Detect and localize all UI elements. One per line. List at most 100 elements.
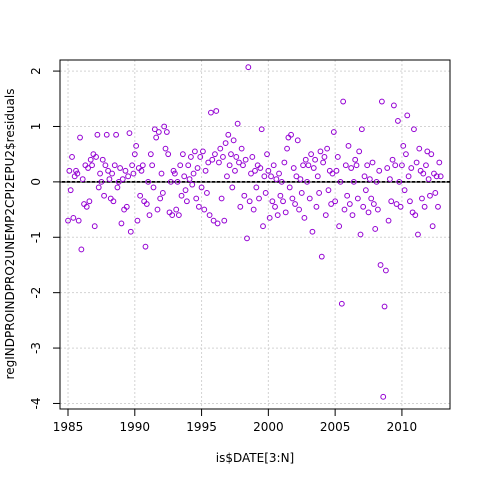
data-point bbox=[257, 165, 264, 171]
data-point bbox=[167, 178, 174, 185]
data-point bbox=[201, 206, 208, 213]
data-point bbox=[74, 170, 81, 177]
y-tick-label: 1 bbox=[29, 123, 43, 131]
data-point bbox=[89, 162, 95, 169]
data-point bbox=[102, 162, 109, 169]
data-point bbox=[182, 187, 189, 194]
x-tick-label: 1995 bbox=[186, 420, 217, 434]
data-point bbox=[368, 195, 375, 202]
data-point bbox=[196, 203, 202, 210]
data-point bbox=[206, 212, 213, 219]
y-tick-label: -4 bbox=[29, 397, 43, 409]
data-point bbox=[380, 393, 387, 400]
y-axis: -4 -3 -2 -1 0 1 2 bbox=[29, 67, 61, 409]
data-point bbox=[226, 162, 233, 169]
data-point bbox=[224, 173, 230, 180]
data-point bbox=[241, 192, 248, 199]
data-point bbox=[332, 198, 339, 205]
data-point bbox=[273, 176, 280, 183]
data-point bbox=[79, 176, 86, 183]
data-point bbox=[225, 131, 232, 138]
data-point bbox=[325, 187, 332, 194]
data-point bbox=[392, 162, 399, 169]
data-point bbox=[146, 212, 153, 219]
data-point bbox=[300, 162, 306, 169]
data-point bbox=[266, 214, 273, 221]
y-tick-label: -2 bbox=[29, 287, 43, 299]
data-point bbox=[77, 134, 83, 141]
data-point bbox=[262, 190, 269, 196]
data-point bbox=[202, 167, 209, 174]
data-point bbox=[193, 195, 200, 202]
data-point bbox=[290, 165, 297, 171]
data-point bbox=[399, 162, 405, 169]
data-point bbox=[97, 170, 103, 177]
y-tick-label: 2 bbox=[29, 67, 43, 75]
data-point bbox=[240, 162, 246, 169]
data-point bbox=[137, 192, 144, 199]
data-point bbox=[159, 190, 166, 196]
y-tick-label: -1 bbox=[29, 231, 43, 243]
data-point bbox=[230, 137, 237, 144]
data-point bbox=[220, 154, 226, 160]
y-axis-title: regINDPROINDPRO2UNEMP2CPI2EPU2$residuals bbox=[3, 89, 17, 380]
data-point bbox=[427, 192, 433, 199]
data-point bbox=[419, 195, 425, 202]
data-point bbox=[286, 184, 293, 191]
data-point bbox=[278, 178, 285, 185]
data-point bbox=[99, 156, 106, 163]
data-point bbox=[408, 165, 415, 171]
data-point bbox=[292, 201, 298, 207]
data-point bbox=[424, 148, 431, 155]
data-point bbox=[165, 151, 172, 158]
data-point bbox=[386, 176, 393, 183]
data-point bbox=[357, 231, 364, 238]
data-point bbox=[91, 223, 98, 230]
data-point bbox=[122, 167, 129, 174]
data-point bbox=[349, 212, 356, 219]
data-point bbox=[353, 162, 360, 169]
data-point bbox=[302, 156, 309, 163]
data-point bbox=[204, 190, 210, 196]
data-point bbox=[213, 108, 220, 114]
data-point bbox=[309, 228, 316, 235]
data-point bbox=[405, 173, 412, 180]
data-point bbox=[214, 220, 221, 227]
data-point bbox=[420, 170, 427, 177]
data-point bbox=[179, 151, 186, 158]
data-point bbox=[313, 203, 320, 210]
data-point bbox=[194, 165, 201, 171]
data-point bbox=[143, 201, 150, 207]
data-point bbox=[358, 126, 365, 133]
data-points bbox=[65, 64, 444, 400]
data-point bbox=[216, 159, 222, 166]
data-point bbox=[171, 170, 178, 177]
data-point bbox=[391, 102, 397, 109]
data-point bbox=[316, 190, 323, 196]
data-point bbox=[413, 159, 420, 166]
data-point bbox=[197, 154, 204, 160]
data-point bbox=[229, 184, 236, 191]
data-point bbox=[245, 64, 252, 71]
data-point bbox=[428, 151, 435, 158]
data-point bbox=[320, 159, 327, 166]
data-point bbox=[328, 201, 335, 207]
data-point bbox=[187, 154, 194, 160]
data-point bbox=[114, 184, 121, 191]
data-point bbox=[397, 203, 404, 210]
data-point bbox=[289, 195, 296, 202]
data-point bbox=[415, 231, 421, 238]
data-point bbox=[212, 151, 218, 158]
x-tick-label: 1985 bbox=[53, 420, 84, 434]
data-point bbox=[250, 206, 257, 213]
data-point bbox=[288, 131, 294, 138]
data-point bbox=[101, 192, 107, 199]
data-point bbox=[435, 203, 441, 210]
data-point bbox=[150, 184, 157, 191]
data-point bbox=[253, 184, 260, 191]
data-point bbox=[249, 154, 256, 160]
data-point bbox=[333, 167, 340, 174]
data-point bbox=[237, 203, 244, 210]
data-point bbox=[109, 170, 115, 177]
data-point bbox=[350, 178, 357, 185]
